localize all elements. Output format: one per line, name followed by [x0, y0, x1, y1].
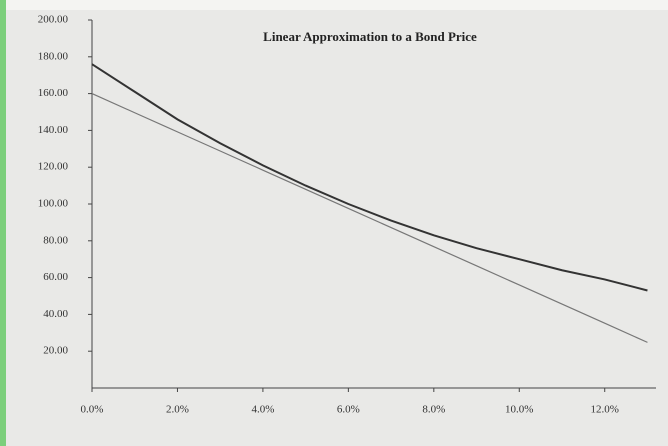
y-tick-label: 140.00	[38, 124, 69, 136]
y-tick-label: 160.00	[38, 87, 69, 99]
x-tick-label: 12.0%	[591, 404, 619, 416]
left-strip	[0, 0, 6, 446]
y-tick-label: 40.00	[43, 308, 68, 320]
x-tick-label: 6.0%	[337, 404, 360, 416]
chart-title: Linear Approximation to a Bond Price	[263, 29, 477, 44]
x-tick-label: 2.0%	[166, 404, 189, 416]
x-tick-label: 8.0%	[422, 404, 445, 416]
series-line	[91, 93, 648, 343]
y-tick-label: 80.00	[43, 234, 68, 246]
y-tick-label: 120.00	[38, 161, 69, 173]
x-tick-label: 0.0%	[81, 404, 104, 416]
y-tick-label: 20.00	[43, 345, 68, 357]
y-tick-label: 180.00	[38, 50, 69, 62]
series-line	[91, 63, 648, 292]
y-tick-label: 200.00	[38, 14, 69, 26]
x-tick-label: 10.0%	[505, 404, 533, 416]
top-strip	[6, 0, 668, 10]
x-tick-label: 4.0%	[251, 404, 274, 416]
y-tick-label: 100.00	[38, 198, 69, 210]
y-tick-label: 60.00	[43, 271, 68, 283]
